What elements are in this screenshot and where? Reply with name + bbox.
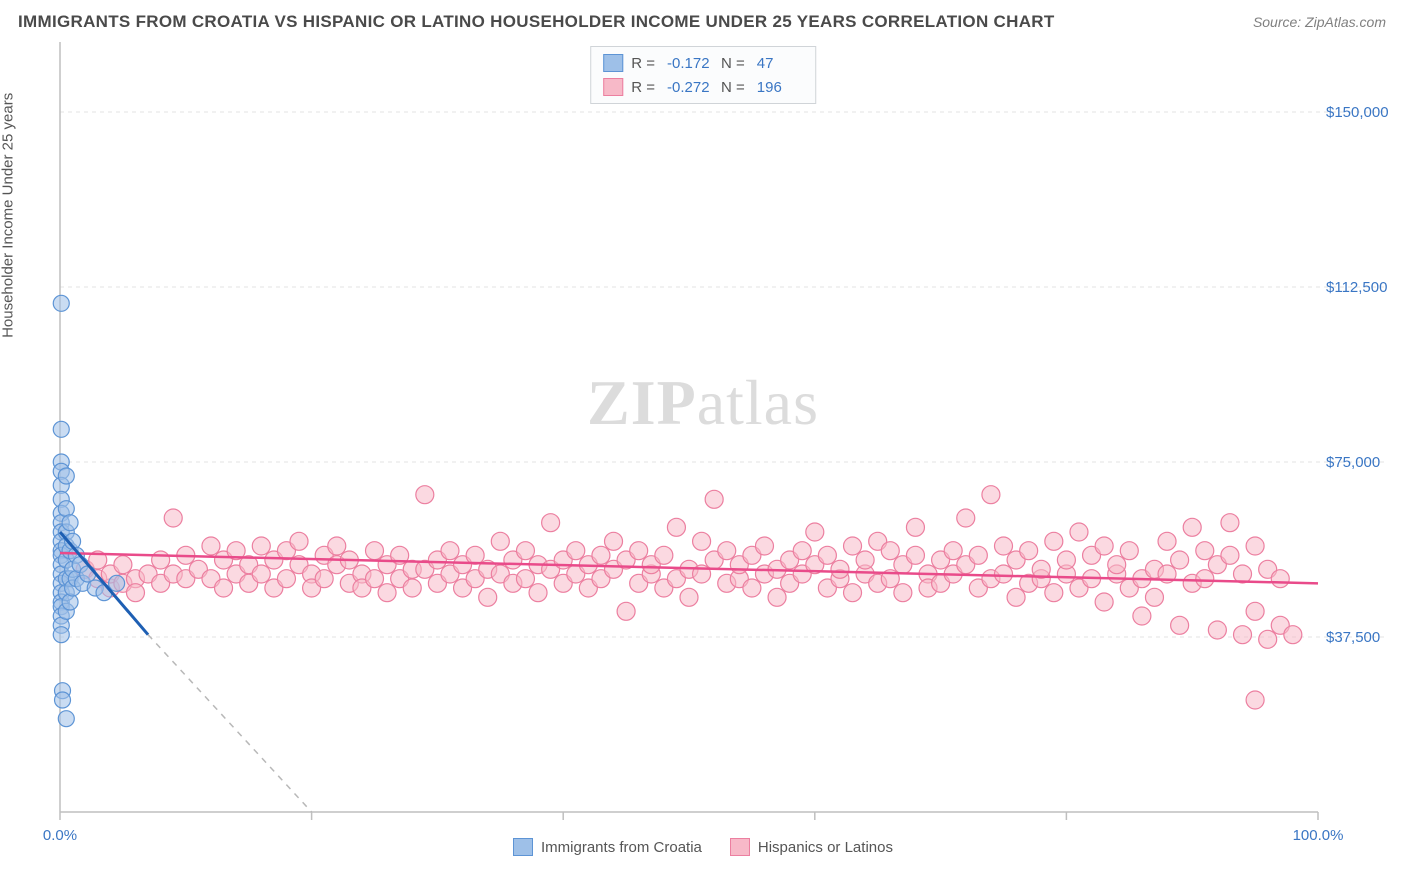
swatch-blue: [603, 54, 623, 72]
r-label: R =: [631, 55, 655, 72]
svg-text:$75,000: $75,000: [1326, 454, 1380, 471]
r-value-blue: -0.172: [663, 55, 713, 72]
y-axis-label: Householder Income Under 25 years: [0, 93, 17, 338]
swatch-pink: [603, 78, 623, 96]
source-name: ZipAtlas.com: [1305, 14, 1386, 30]
svg-text:$112,500: $112,500: [1326, 279, 1387, 296]
header: IMMIGRANTS FROM CROATIA VS HISPANIC OR L…: [0, 0, 1406, 42]
svg-text:$150,000: $150,000: [1326, 104, 1388, 121]
bottom-legend-item-blue: Immigrants from Croatia: [513, 838, 702, 856]
source-prefix: Source:: [1253, 14, 1305, 30]
stats-legend: R = -0.172 N = 47 R = -0.272 N = 196: [590, 46, 816, 104]
bottom-legend-label: Immigrants from Croatia: [541, 839, 702, 856]
svg-text:$37,500: $37,500: [1326, 629, 1380, 646]
swatch-pink: [730, 838, 750, 856]
source-attribution: Source: ZipAtlas.com: [1253, 14, 1386, 30]
r-value-pink: -0.272: [663, 79, 713, 96]
bottom-legend-item-pink: Hispanics or Latinos: [730, 838, 893, 856]
bottom-legend-label: Hispanics or Latinos: [758, 839, 893, 856]
r-label: R =: [631, 79, 655, 96]
stats-legend-row-pink: R = -0.272 N = 196: [603, 75, 803, 99]
stats-legend-row-blue: R = -0.172 N = 47: [603, 51, 803, 75]
n-value-blue: 47: [753, 55, 803, 72]
chart-container: Householder Income Under 25 years ZIPatl…: [18, 42, 1388, 862]
chart-title: IMMIGRANTS FROM CROATIA VS HISPANIC OR L…: [18, 12, 1055, 32]
n-value-pink: 196: [753, 79, 803, 96]
swatch-blue: [513, 838, 533, 856]
scatter-chart: $37,500$75,000$112,500$150,0000.0%100.0%: [18, 42, 1388, 862]
bottom-legend: Immigrants from Croatia Hispanics or Lat…: [18, 838, 1388, 856]
n-label: N =: [721, 55, 745, 72]
n-label: N =: [721, 79, 745, 96]
